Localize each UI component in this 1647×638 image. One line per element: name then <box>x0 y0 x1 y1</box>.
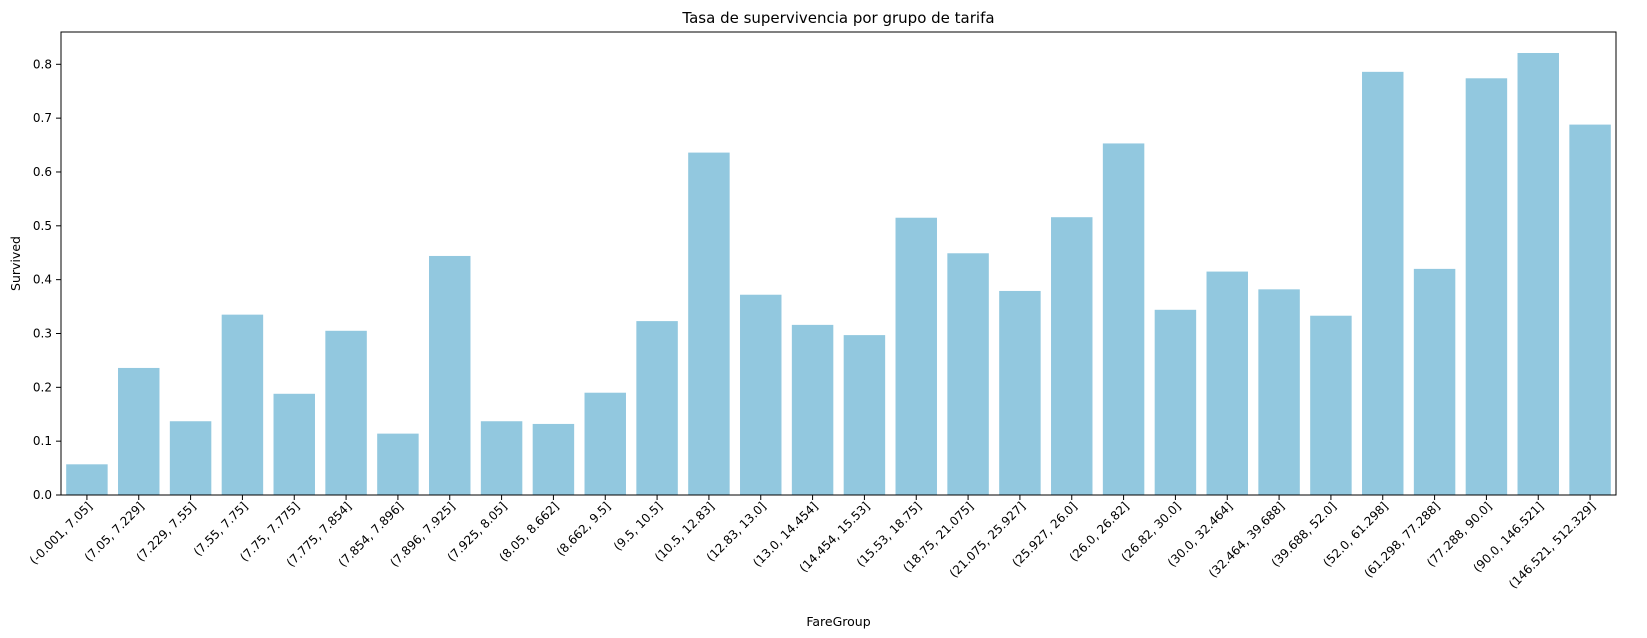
y-tick-label: 0.5 <box>33 219 52 233</box>
bar <box>1154 309 1197 495</box>
bar <box>480 421 523 495</box>
bar <box>429 255 471 495</box>
bar <box>895 217 937 495</box>
bar <box>688 152 730 496</box>
y-tick-label: 0.3 <box>33 326 52 340</box>
bars-group <box>66 52 1611 496</box>
y-tick-label: 0.7 <box>33 111 52 125</box>
y-tick-label: 0.4 <box>33 273 52 287</box>
bar <box>118 367 160 495</box>
bar <box>221 314 264 495</box>
y-tick-label: 0.2 <box>33 380 52 394</box>
bar <box>947 253 989 495</box>
bar <box>1102 143 1145 495</box>
bar <box>843 335 886 495</box>
bar <box>584 392 626 495</box>
x-axis-label: FareGroup <box>806 614 870 629</box>
x-tick-label: (146.521, 512.329] <box>1506 499 1598 591</box>
plot-frame <box>60 31 1617 496</box>
bar <box>791 324 834 495</box>
y-tick-label: 0.6 <box>33 165 52 179</box>
y-tick-label: 0.8 <box>33 57 52 71</box>
x-axis-ticks: (-0.001, 7.05](7.05, 7.229](7.229, 7.55]… <box>27 495 1598 591</box>
bar <box>999 290 1041 495</box>
x-tick-label: (9.5, 10.5] <box>611 499 665 553</box>
bar <box>532 423 575 495</box>
bar <box>1569 124 1611 495</box>
bar <box>1258 289 1300 495</box>
bar <box>1206 271 1248 495</box>
bar <box>1310 315 1352 495</box>
x-tick-label: (8.662, 9.5] <box>554 499 614 559</box>
bar <box>169 421 212 495</box>
chart-title: Tasa de supervivencia por grupo de tarif… <box>681 9 994 27</box>
bar <box>1465 78 1508 496</box>
bar <box>1362 71 1404 495</box>
bar <box>636 321 678 495</box>
bar <box>1051 217 1093 495</box>
bar <box>66 464 108 495</box>
y-tick-label: 0.0 <box>33 488 52 502</box>
bar <box>1413 268 1456 495</box>
bar <box>377 433 419 495</box>
y-axis-ticks: 0.0 0.1 0.2 0.3 0.4 0.5 0.6 0.7 0.8 <box>33 57 61 502</box>
y-tick-label: 0.1 <box>33 434 52 448</box>
bar <box>325 330 367 495</box>
bar <box>740 294 782 495</box>
bar <box>1517 52 1559 495</box>
bar <box>273 393 315 495</box>
y-axis-label: Survived <box>8 236 23 291</box>
